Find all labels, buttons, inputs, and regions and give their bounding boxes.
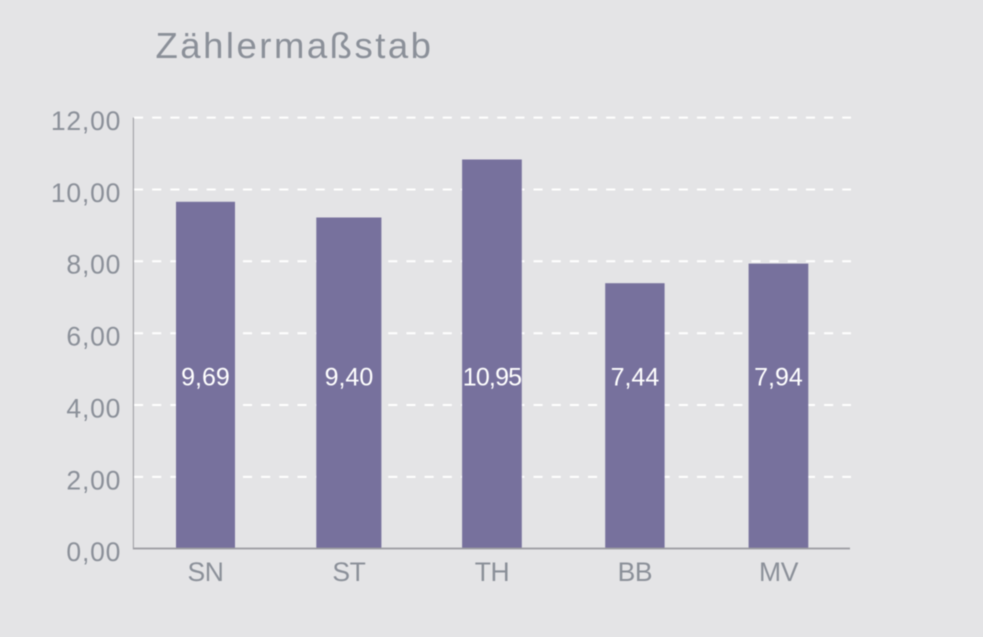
svg-text:Zählermaßstab: Zählermaßstab (156, 25, 434, 66)
svg-text:12,00: 12,00 (51, 106, 121, 136)
svg-text:10,95: 10,95 (463, 363, 522, 391)
svg-text:SN: SN (187, 557, 223, 587)
svg-text:9,40: 9,40 (325, 363, 374, 391)
svg-text:ST: ST (332, 557, 365, 587)
svg-text:BB: BB (618, 557, 653, 587)
svg-text:7,94: 7,94 (754, 363, 803, 391)
svg-text:2,00: 2,00 (66, 465, 121, 495)
svg-text:TH: TH (475, 557, 510, 587)
svg-text:MV: MV (759, 557, 799, 587)
svg-text:0,00: 0,00 (66, 537, 121, 567)
svg-text:8,00: 8,00 (66, 250, 121, 280)
svg-text:7,44: 7,44 (611, 363, 660, 391)
svg-text:10,00: 10,00 (51, 178, 121, 208)
svg-text:9,69: 9,69 (181, 363, 230, 391)
svg-text:4,00: 4,00 (66, 393, 121, 423)
svg-text:6,00: 6,00 (66, 322, 121, 352)
